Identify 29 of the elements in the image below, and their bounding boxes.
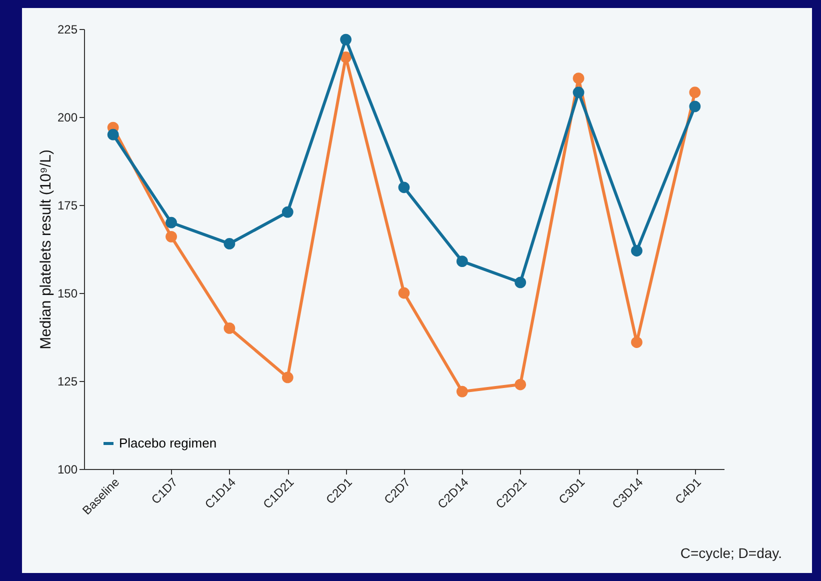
point (631, 336, 642, 348)
y-tick-label: 100 (57, 462, 78, 476)
point (572, 72, 584, 84)
point (456, 386, 468, 398)
point (282, 372, 294, 384)
point (398, 287, 410, 299)
point (166, 230, 177, 242)
y-tick-label: 200 (57, 110, 78, 124)
y-tick-label: 150 (57, 286, 78, 300)
y-tick-label: 125 (57, 374, 78, 388)
point (631, 245, 642, 256)
point (456, 256, 468, 268)
point (514, 378, 526, 390)
text: C=cycle; D=day. (680, 545, 782, 561)
y-axis-title: Median platelets result (10⁹/L) (37, 150, 54, 350)
point (514, 276, 526, 288)
y-tick-label: 175 (57, 198, 78, 212)
point (107, 128, 119, 140)
point (398, 182, 410, 194)
point (689, 100, 701, 112)
point (340, 34, 352, 46)
y-tick-label: 225 (57, 22, 78, 36)
point (224, 238, 236, 250)
point (166, 216, 177, 228)
point (282, 206, 294, 218)
legend-label: Placebo regimen (119, 436, 217, 450)
point (572, 86, 584, 98)
point (689, 86, 701, 98)
point (224, 322, 236, 334)
